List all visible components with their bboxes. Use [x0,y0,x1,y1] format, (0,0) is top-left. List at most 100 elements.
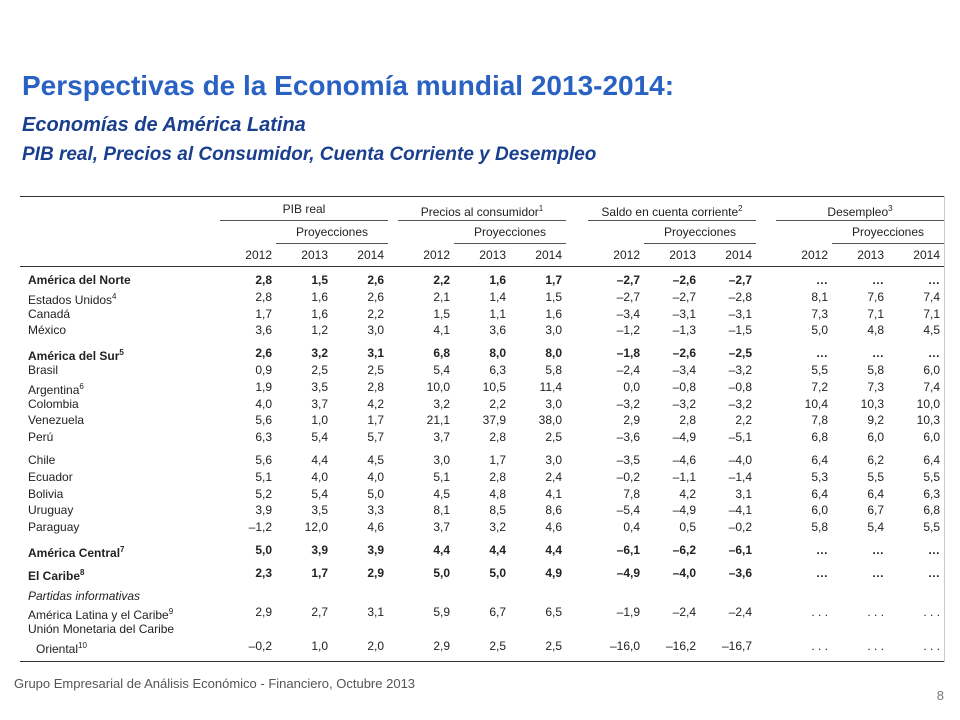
value-cell: –3,5 [616,453,640,467]
value-cell: 4,9 [545,565,562,580]
row-label: Partidas informativas [28,588,140,604]
value-cell: . . . [867,605,884,620]
row-label: El Caribe8 [28,565,84,584]
value-cell: 2,5 [367,363,384,377]
value-cell: –4,0 [672,565,696,580]
value-cell: 9,2 [867,413,884,428]
value-cell: 5,8 [867,363,884,377]
value-cell: –3,2 [672,396,696,411]
value-cell: 2,7 [311,605,328,620]
value-cell: 2,9 [623,413,640,428]
value-cell: 3,5 [311,503,328,518]
value-cell: –3,2 [616,396,640,411]
value-cell: –6,2 [672,543,696,557]
value-cell: 4,6 [545,520,562,535]
footnote-ref: 7 [120,545,125,554]
value-cell: 5,5 [811,363,828,377]
value-cell: 6,0 [923,363,940,377]
row-label-text: América del Sur [28,349,120,364]
value-cell: 5,5 [867,469,884,484]
title: Perspectivas de la Economía mundial 2013… [22,70,675,101]
row-label: Perú [28,429,53,445]
group-label: Precios al consumidor [420,205,539,219]
value-cell: 1,1 [489,306,506,321]
group-label: Desempleo [827,205,889,219]
value-cell: 3,6 [489,323,506,338]
row-label: Colombia [28,396,79,412]
rule [454,243,566,244]
value-cell: 0,4 [623,520,640,535]
value-cell: –3,4 [672,363,696,377]
value-cell: 3,9 [255,503,272,518]
value-cell: 4,1 [545,486,562,501]
value-cell: 3,9 [311,543,328,557]
value-cell: 6,3 [923,486,940,501]
row-label-text: El Caribe [28,568,81,583]
value-cell: 21,1 [426,413,450,428]
projection-header: Proyecciones [473,225,547,239]
rule [20,266,944,267]
value-cell: 4,5 [433,486,450,501]
row-label: Chile [28,452,55,468]
year-header: 2014 [357,248,384,262]
value-cell: 5,4 [433,363,450,377]
value-cell: 8,5 [489,503,506,518]
value-cell: 2,2 [489,396,506,411]
row-label: Uruguay [28,502,73,518]
value-cell: 2,8 [679,413,696,428]
value-cell: –3,1 [672,306,696,321]
value-cell: 6,5 [545,605,562,620]
value-cell: 5,9 [433,605,450,620]
value-cell: –3,2 [728,363,752,377]
value-cell: –2,6 [672,273,696,287]
value-cell: 6,4 [923,453,940,467]
row-label-text: Unión Monetaria del Caribe [28,622,175,637]
value-cell: 10,5 [482,379,506,394]
value-cell: –0,8 [728,379,752,394]
value-cell: 12,0 [304,520,328,535]
row-label: Unión Monetaria del Caribe [28,621,174,637]
value-cell: –2,5 [728,346,752,361]
value-cell: 3,2 [433,396,450,411]
value-cell: –3,1 [728,306,752,321]
value-cell: 4,4 [545,543,562,557]
row-label: América Central7 [28,542,125,561]
value-cell: 3,7 [433,430,450,445]
value-cell: 3,6 [255,323,272,338]
value-cell: 4,2 [679,486,696,501]
page-number: 8 [936,688,944,703]
value-cell: 2,6 [367,273,384,287]
value-cell: 6,7 [867,503,884,518]
value-cell: –2,7 [616,289,640,304]
value-cell: 6,4 [811,453,828,467]
value-cell: 5,8 [545,363,562,377]
value-cell: 6,4 [811,486,828,501]
value-cell: –16,2 [665,639,696,653]
value-cell: –4,9 [616,565,640,580]
value-cell: –4,9 [672,503,696,518]
value-cell: 6,8 [923,503,940,518]
value-cell: 10,3 [860,396,884,411]
value-cell: 3,1 [367,346,384,361]
value-cell: 5,1 [255,469,272,484]
value-cell: 2,5 [545,430,562,445]
footnote-ref: 9 [168,607,174,617]
row-label-text: Paraguay [28,520,80,535]
group-header: PIB real [220,201,388,217]
year-header: 2012 [423,248,450,262]
year-header: 2014 [725,248,752,262]
value-cell: –1,3 [672,323,696,338]
value-cell: 4,8 [867,323,884,338]
value-cell: … [816,543,828,557]
value-cell: 2,2 [735,413,752,428]
footnote-ref: 10 [78,641,87,650]
value-cell: 5,0 [489,565,506,580]
value-cell: 2,3 [255,565,272,580]
value-cell: 1,5 [433,306,450,321]
value-cell: 4,0 [311,469,328,484]
value-cell: 5,0 [811,323,828,338]
value-cell: –2,4 [728,605,752,620]
group-label: Saldo en cuenta corriente [601,205,739,219]
value-cell: 8,6 [545,503,562,518]
row-label-text: Venezuela [28,413,85,428]
